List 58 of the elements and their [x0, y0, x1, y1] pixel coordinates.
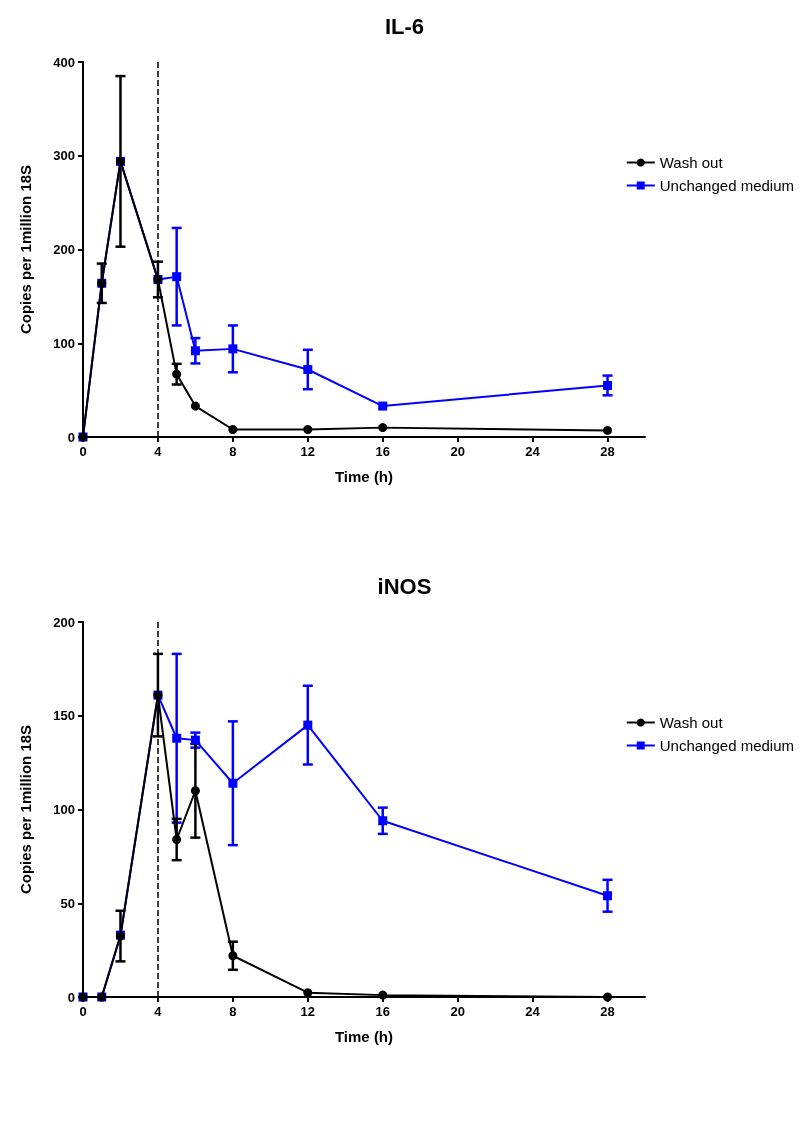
point: [378, 816, 388, 826]
x-tick-label: 20: [450, 444, 465, 459]
point: [190, 786, 200, 796]
point: [303, 720, 313, 730]
point: [378, 990, 388, 1000]
x-tick-label: 28: [600, 1004, 615, 1019]
legend-label: Unchanged medium: [659, 737, 794, 754]
point: [603, 425, 613, 435]
point: [603, 891, 613, 901]
point: [303, 425, 313, 434]
point: [378, 401, 388, 411]
x-axis-title: Time (h): [334, 468, 394, 485]
y-tick-label: 0: [67, 429, 75, 445]
point: [603, 380, 613, 390]
y-tick-label: 400: [53, 54, 75, 70]
x-tick-label: 4: [154, 444, 163, 459]
point: [228, 344, 238, 354]
y-axis-title: Copies per 1million 18S: [17, 724, 34, 895]
point: [172, 733, 182, 743]
x-tick-label: 16: [375, 1004, 390, 1019]
point: [378, 423, 388, 433]
point: [172, 369, 182, 379]
x-tick-label: 4: [154, 1004, 163, 1019]
legend-label: Wash out: [659, 714, 724, 731]
y-tick-label: 200: [53, 614, 75, 630]
point: [172, 272, 182, 282]
x-tick-label: 24: [525, 444, 541, 459]
y-axis-title: Copies per 1million 18S: [17, 164, 34, 335]
y-tick-label: 200: [53, 242, 75, 257]
point: [190, 346, 200, 356]
x-tick-label: 16: [375, 444, 390, 459]
x-tick-label: 20: [450, 1004, 465, 1019]
legend-label: Wash out: [659, 154, 724, 171]
y-tick-label: 300: [53, 148, 75, 164]
x-tick-label: 0: [79, 444, 87, 459]
chart-title: iNOS: [377, 573, 432, 599]
point: [228, 425, 238, 434]
point: [228, 778, 238, 788]
x-tick-label: 0: [79, 1004, 87, 1019]
y-tick-label: 100: [53, 335, 75, 351]
y-tick-label: 50: [60, 895, 75, 911]
point: [190, 401, 200, 411]
y-tick-label: 0: [67, 989, 75, 1005]
point: [303, 365, 313, 374]
x-tick-label: 8: [229, 1004, 237, 1019]
chart-title: IL-6: [384, 13, 425, 39]
point: [172, 835, 182, 844]
point: [228, 951, 238, 961]
y-tick-label: 100: [53, 802, 75, 817]
x-tick-label: 24: [525, 1004, 541, 1019]
y-tick-label: 150: [53, 708, 75, 724]
legend-label: Unchanged medium: [659, 177, 794, 194]
x-axis-title: Time (h): [334, 1028, 394, 1045]
x-tick-label: 8: [229, 444, 237, 459]
x-tick-label: 12: [300, 444, 316, 459]
x-tick-label: 12: [300, 1004, 316, 1019]
x-tick-label: 28: [600, 444, 615, 459]
point: [190, 735, 200, 745]
